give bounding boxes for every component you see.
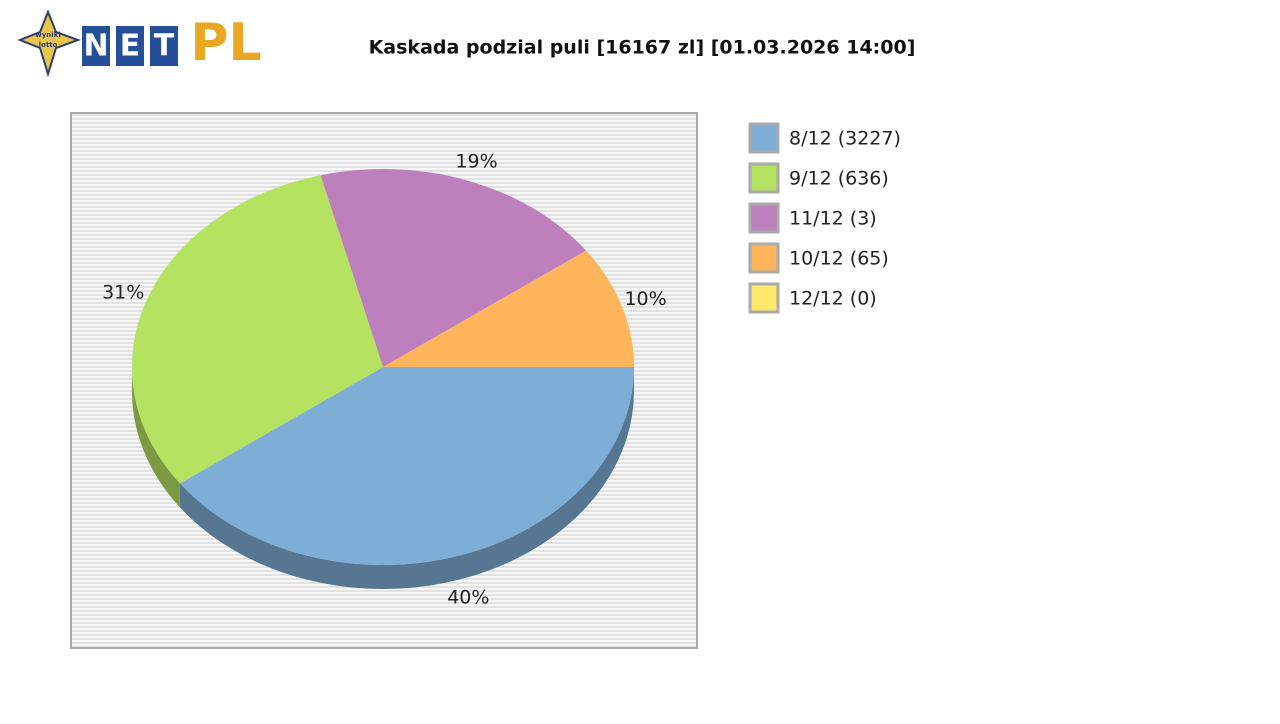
legend-label: 9/12 (636) <box>789 168 889 190</box>
legend-label: 12/12 (0) <box>789 288 877 310</box>
value-label: 10% <box>624 288 666 310</box>
logo-letter: E <box>120 29 141 64</box>
slice <box>383 250 634 367</box>
logo-letter: N <box>83 29 108 64</box>
slice <box>131 175 383 484</box>
legend-swatch <box>748 282 780 314</box>
slice <box>320 169 587 367</box>
legend-label: 10/12 (65) <box>789 248 889 270</box>
logo-letter: T <box>154 29 175 64</box>
legend-label: 8/12 (3227) <box>789 128 901 150</box>
legend-swatch <box>748 122 780 154</box>
logo-suffix: PL <box>190 13 261 73</box>
logo-badge: lotto <box>39 41 58 49</box>
legend-swatch <box>748 242 780 274</box>
value-label: 31% <box>102 282 144 304</box>
value-label: 40% <box>447 587 489 609</box>
logo-badge: wyniki <box>35 31 60 39</box>
legend-label: 11/12 (3) <box>789 208 877 230</box>
legend-swatch <box>748 202 780 234</box>
logo: wyniki lotto N E T PL <box>17 9 262 78</box>
legend-swatch <box>748 162 780 194</box>
chart-title: Kaskada podzial puli [16167 zl] [01.03.2… <box>369 37 916 59</box>
value-label: 19% <box>455 151 497 173</box>
slice <box>179 367 634 566</box>
slice-side <box>179 367 634 589</box>
slice-side <box>132 367 180 508</box>
